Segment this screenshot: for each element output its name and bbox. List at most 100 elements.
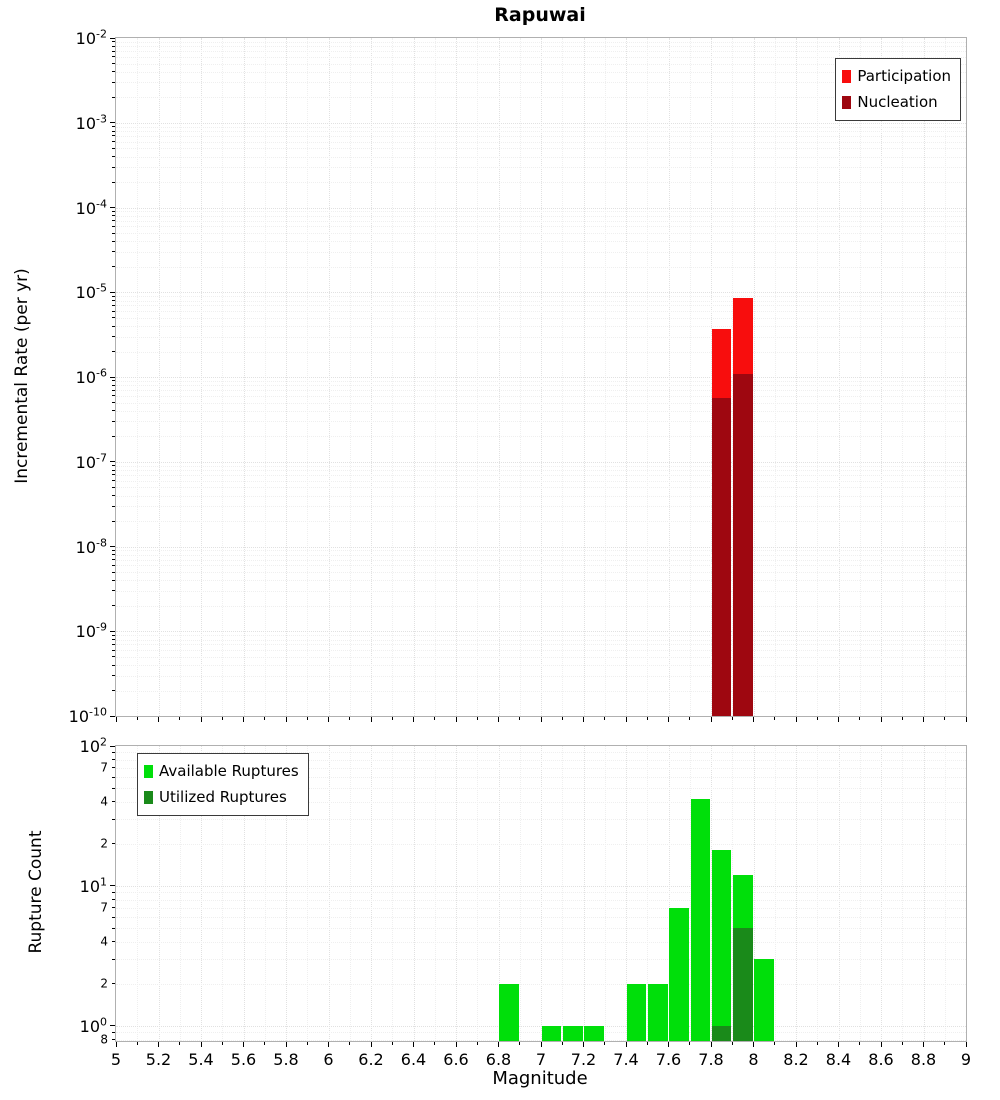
gridline: [116, 226, 966, 228]
chart-title: Rapuwai: [494, 4, 586, 26]
x-minor-tick: [519, 1042, 521, 1045]
gridline: [116, 521, 966, 522]
y-minor-tick: [112, 351, 115, 352]
y-minor-tick: [112, 899, 115, 900]
y-tick-label: 10-10: [68, 705, 107, 726]
x-minor-tick: [136, 717, 138, 720]
x-tick: [880, 717, 882, 722]
gridline: [116, 983, 966, 985]
y-minor-tick: [112, 907, 115, 909]
nucleation-swatch-icon: [842, 95, 852, 109]
gridline: [116, 131, 966, 132]
x-minor-tick: [179, 1042, 181, 1045]
y-tick-label: 10-5: [75, 281, 107, 303]
y-minor-tick: [112, 389, 115, 391]
legend-label-available: Available Ruptures: [159, 762, 299, 780]
legend-item-available: Available Ruptures: [144, 758, 299, 784]
x-minor-tick: [349, 1042, 351, 1045]
x-tick: [455, 717, 457, 722]
gridline: [838, 746, 840, 1041]
x-minor-tick: [859, 1042, 861, 1045]
gridline: [116, 167, 966, 169]
y-minor-tick: [112, 474, 115, 476]
x-minor-tick: [179, 717, 181, 720]
x-tick-label: 5: [110, 1050, 122, 1069]
y-minor-tick: [112, 941, 115, 943]
gridline: [116, 126, 966, 128]
gridline: [116, 495, 966, 497]
gridline: [116, 326, 966, 327]
legend-item-nucleation: Nucleation: [842, 89, 951, 115]
x-tick: [243, 1042, 244, 1047]
y-tick: [110, 461, 115, 463]
gridline: [774, 746, 776, 1041]
x-tick: [455, 1042, 457, 1047]
gridline: [519, 746, 521, 1041]
y-minor-tick-label: 4: [100, 934, 108, 949]
y-minor-tick: [112, 295, 115, 297]
gridline: [328, 746, 330, 1041]
x-tick: [965, 1042, 967, 1047]
x-minor-tick: [604, 1042, 606, 1045]
gridline: [158, 746, 160, 1041]
gridline: [116, 506, 966, 508]
y-tick: [110, 630, 115, 632]
bar-available: [541, 1025, 562, 1041]
y-tick-label: 10-7: [75, 451, 107, 472]
gridline: [222, 746, 224, 1041]
y-minor-tick: [112, 420, 115, 422]
x-minor-tick: [859, 717, 861, 720]
y-minor-tick: [112, 1039, 115, 1040]
gridline: [116, 550, 966, 552]
x-minor-tick: [604, 717, 606, 720]
bar-utilized: [711, 1025, 732, 1041]
gridline: [371, 746, 372, 1041]
y-minor-tick: [112, 983, 115, 985]
gridline: [116, 292, 966, 294]
x-axis-label: Magnitude: [492, 1068, 588, 1089]
gridline: [116, 71, 966, 73]
gridline: [116, 336, 966, 338]
gridline: [116, 141, 966, 143]
x-tick: [413, 717, 414, 722]
x-tick-label: 7.6: [655, 1050, 682, 1069]
gridline: [116, 590, 966, 592]
gridline: [116, 1039, 966, 1041]
x-tick: [200, 717, 202, 722]
y-minor-tick: [112, 549, 115, 551]
gridline: [116, 380, 966, 382]
y-minor-tick-label: 7: [100, 760, 108, 775]
y-minor-tick: [112, 818, 115, 820]
gridline: [116, 843, 966, 845]
gridline: [116, 305, 966, 307]
gridline: [116, 635, 966, 637]
y-minor-tick: [112, 71, 115, 73]
gridline: [647, 746, 649, 1041]
y-minor-tick: [112, 469, 115, 471]
y-minor-tick: [112, 210, 115, 212]
y-minor-tick: [112, 649, 115, 651]
x-tick: [158, 1042, 159, 1047]
gridline: [116, 959, 966, 961]
x-tick-label: 8: [748, 1050, 759, 1069]
x-minor-tick: [306, 717, 308, 720]
y-minor-tick: [112, 96, 115, 98]
x-tick: [795, 717, 797, 722]
gridline: [116, 1025, 966, 1027]
x-tick: [965, 717, 967, 722]
gridline: [796, 746, 797, 1041]
x-tick: [710, 1042, 712, 1047]
gridline: [264, 746, 266, 1041]
x-minor-tick: [264, 717, 266, 720]
gridline: [116, 300, 966, 302]
gridline: [116, 559, 966, 561]
bar-available: [669, 907, 689, 1041]
y-minor-tick: [112, 384, 115, 386]
x-minor-tick: [816, 717, 818, 720]
gridline: [116, 631, 966, 633]
x-tick-label: 6.6: [443, 1050, 469, 1069]
gridline: [116, 385, 966, 387]
y-minor-tick: [112, 675, 115, 677]
gridline: [116, 605, 966, 607]
gridline: [116, 266, 966, 268]
